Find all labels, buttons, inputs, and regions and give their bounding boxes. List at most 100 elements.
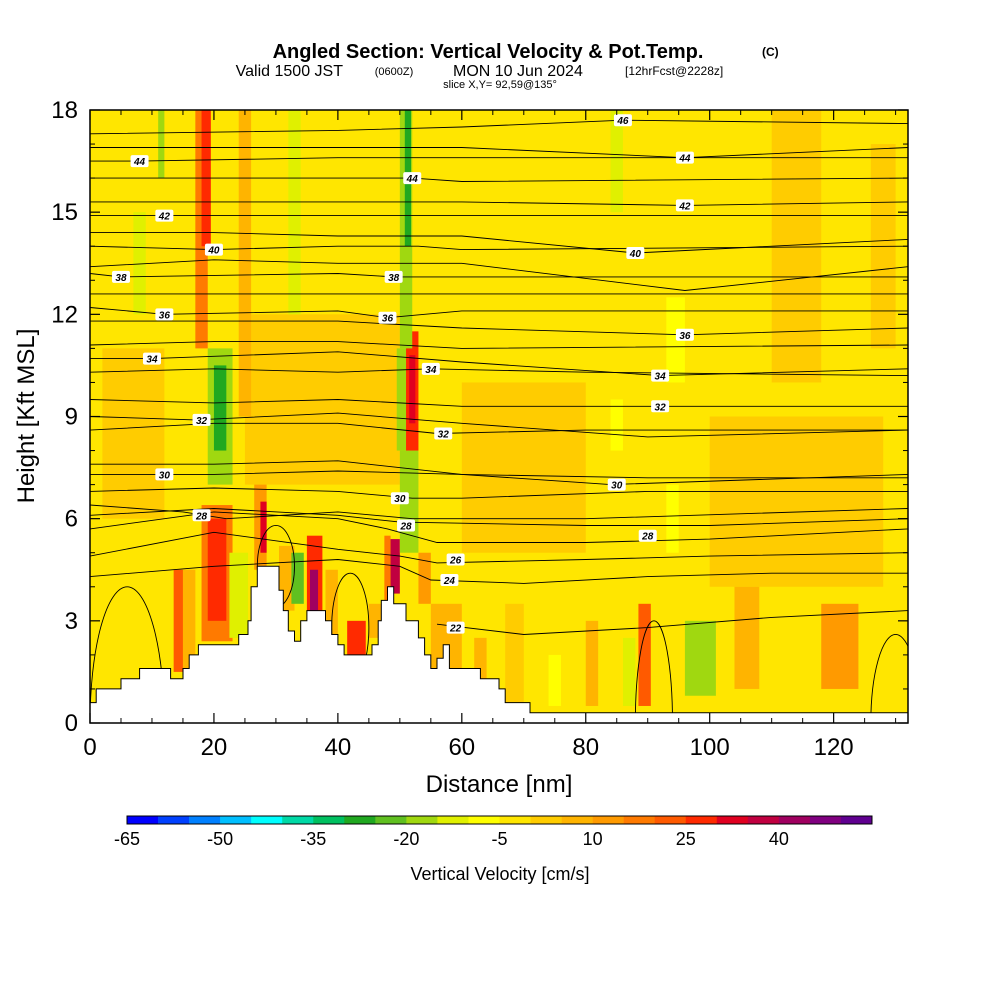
- theta-contour-line: [90, 559, 908, 584]
- contour-label: 34: [655, 372, 667, 383]
- theta-contour-line: [90, 320, 908, 336]
- x-tick-label: 40: [325, 734, 352, 761]
- velocity-cell: [610, 110, 623, 213]
- contour-label-bg: [440, 573, 459, 586]
- contour-label-bg: [626, 247, 645, 260]
- theta-contour-line: [90, 177, 908, 182]
- colorbar-swatch: [251, 816, 283, 824]
- theta-contour-line: [90, 511, 908, 543]
- theta-contour-line: [436, 610, 908, 635]
- velocity-cell: [291, 552, 304, 604]
- contour-label-bg: [142, 352, 161, 365]
- contour-label: 36: [159, 310, 171, 321]
- contour-label: 38: [388, 273, 400, 284]
- colorbar-swatch: [437, 816, 469, 824]
- valid-utc: (0600Z): [375, 66, 414, 78]
- contour-label-bg: [421, 362, 440, 375]
- contour-label: 38: [115, 273, 127, 284]
- colorbar-label: 25: [676, 829, 696, 849]
- theta-contour-line: [90, 119, 908, 135]
- x-axis-label: Distance [nm]: [426, 771, 573, 798]
- contour-label-bg: [204, 243, 223, 256]
- contour-label-bg: [675, 199, 694, 212]
- velocity-cell: [666, 484, 679, 553]
- y-axis-label: Height [Kft MSL]: [13, 329, 40, 504]
- x-tick-label: 20: [201, 734, 228, 761]
- velocity-cell: [622, 637, 636, 706]
- potential-temperature-contours: [90, 119, 908, 723]
- colorbar-swatch: [747, 816, 780, 824]
- contour-label: 44: [678, 154, 691, 165]
- velocity-cell: [173, 569, 183, 672]
- colorbar-swatch: [127, 816, 159, 824]
- theta-contour-line: [90, 341, 908, 349]
- colorbar-label: -50: [207, 829, 233, 849]
- contour-label: 44: [133, 157, 146, 168]
- colorbar-swatch: [220, 816, 252, 824]
- velocity-cell: [238, 110, 252, 417]
- theta-contour-line: [90, 351, 908, 377]
- x-tick-label: 80: [572, 734, 599, 761]
- theta-contour-line: [90, 147, 908, 159]
- velocity-cell: [182, 569, 196, 669]
- contour-label-bg: [155, 209, 174, 222]
- contour-label: 32: [196, 416, 208, 427]
- contour-label: 22: [449, 624, 462, 635]
- contour-label-bg: [651, 369, 670, 382]
- y-tick-label: 0: [65, 710, 78, 737]
- colorbar-swatch: [282, 816, 314, 824]
- colorbar-swatch: [530, 816, 562, 824]
- contour-label-bg: [397, 519, 416, 532]
- velocity-cell: [548, 654, 561, 706]
- chart-title-tag: (C): [762, 45, 779, 59]
- contour-label: 32: [655, 402, 667, 413]
- contour-label-bg: [130, 155, 149, 168]
- theta-contour-loop: [870, 634, 908, 723]
- velocity-cell: [384, 535, 391, 604]
- colorbar-swatch: [499, 816, 531, 824]
- velocity-cell: [158, 110, 165, 179]
- contour-label-bg: [651, 400, 670, 413]
- x-tick-label: 60: [448, 734, 475, 761]
- colorbar-swatch: [685, 816, 718, 824]
- contour-label: 24: [443, 576, 456, 587]
- velocity-cell: [347, 620, 366, 655]
- contour-label: 28: [399, 521, 412, 532]
- contour-label: 40: [629, 249, 642, 260]
- contour-label: 26: [449, 556, 462, 567]
- contour-label-bg: [390, 492, 409, 505]
- velocity-cell: [309, 569, 319, 621]
- velocity-cell: [709, 416, 884, 587]
- velocity-cell: [610, 399, 623, 451]
- theta-contour-line: [90, 531, 908, 564]
- contour-label: 42: [678, 201, 691, 212]
- velocity-cell: [638, 603, 651, 706]
- colorbar-swatch: [468, 816, 500, 824]
- theta-contour-loop: [90, 586, 165, 723]
- contour-label-bg: [155, 468, 174, 481]
- contour-label: 28: [641, 532, 654, 543]
- theta-contour-line: [90, 504, 908, 520]
- theta-contour-line: [90, 259, 908, 291]
- colorbar-swatch: [375, 816, 407, 824]
- chart-title: Angled Section: Vertical Velocity & Pot.…: [273, 41, 704, 63]
- colorbar-swatch: [623, 816, 656, 824]
- contour-label-bg: [403, 172, 422, 185]
- contour-label-bg: [378, 311, 397, 324]
- velocity-cell: [734, 586, 760, 689]
- theta-contour-line: [90, 470, 908, 479]
- y-tick-label: 15: [51, 199, 78, 226]
- colorbar-swatch: [716, 816, 749, 824]
- contour-label: 40: [207, 246, 220, 257]
- theta-contour-line: [90, 307, 908, 319]
- colorbar-swatch: [189, 816, 221, 824]
- contour-label: 34: [146, 355, 158, 366]
- theta-contour-line: [90, 201, 908, 206]
- velocity-cell: [288, 110, 301, 315]
- velocity-cell: [133, 212, 146, 315]
- contour-label: 46: [616, 116, 629, 127]
- colorbar-label: 10: [583, 829, 603, 849]
- velocity-cell: [585, 620, 599, 706]
